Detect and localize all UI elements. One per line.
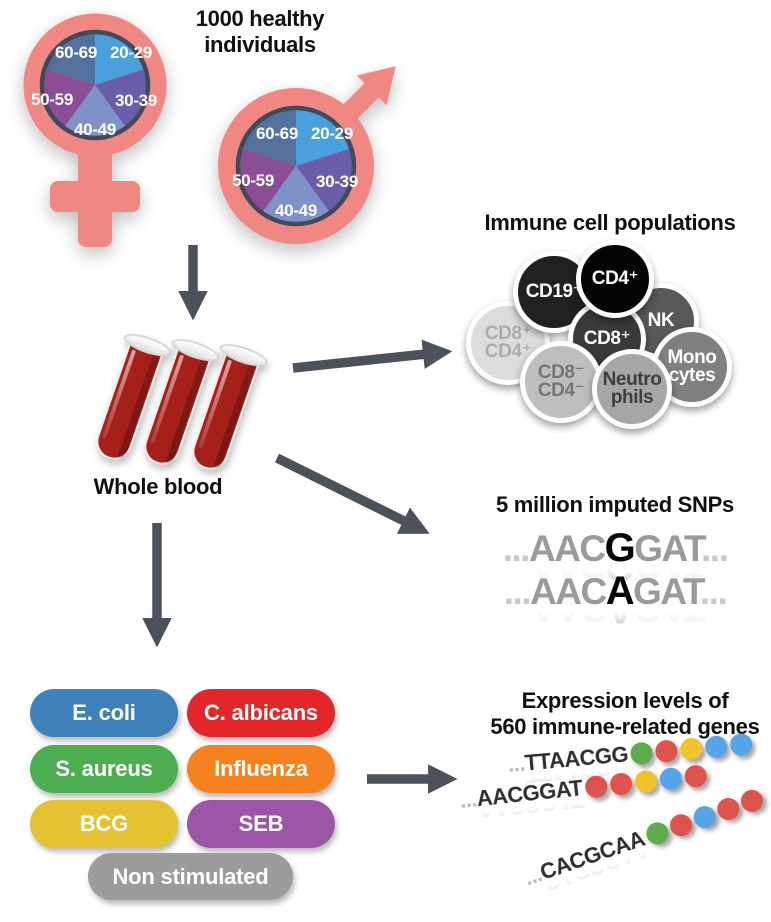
male-age-30-39: 30-39 — [316, 172, 358, 191]
stimulus-label: BCG — [79, 811, 129, 836]
expression-dot — [654, 739, 679, 764]
cell-cd8neg-cd4neg: CD8⁻ CD4⁻ — [520, 341, 602, 423]
snp-variant-base: G — [604, 526, 636, 570]
female-age-30-39: 30-39 — [115, 91, 157, 110]
stimulus-label: E. coli — [72, 700, 136, 725]
expression-dot — [666, 811, 695, 840]
expression-dot — [658, 766, 683, 791]
sequence-leading-dots: ... — [506, 750, 526, 777]
snp-sequence-reference: ...AACGGAT... — [445, 527, 771, 570]
stimulus-seb: SEB — [187, 800, 335, 848]
stimulus-influenza: Influenza — [187, 745, 335, 793]
female-age-60-69: 60-69 — [55, 43, 97, 62]
cohort-heading: 1000 healthy individuals — [195, 6, 325, 57]
expression-dot — [690, 803, 719, 832]
stimulus-label: Non stimulated — [112, 863, 269, 889]
sequence-bases: AAC — [530, 571, 607, 612]
cell-neutrophils: Neutro phils — [592, 349, 672, 429]
female-icon — [23, 13, 167, 247]
expression-heading: Expression levels of 560 immune-related … — [490, 688, 760, 739]
stimulus-saureus: S. aureus — [30, 745, 178, 793]
male-age-60-69: 60-69 — [256, 124, 298, 143]
expression-dot — [679, 737, 704, 761]
sequence-bases: AAC — [528, 528, 606, 569]
male-icon — [218, 66, 396, 244]
sequence-bases: AACGGAT — [475, 775, 584, 812]
stimulus-ecoli: E. coli — [30, 689, 178, 737]
stimulus-non-stimulated: Non stimulated — [88, 853, 293, 900]
female-age-50-59: 50-59 — [31, 90, 73, 109]
male-age-40-49: 40-49 — [275, 201, 317, 220]
sequence-trailing-dots: ... — [699, 571, 728, 612]
expression-dot — [643, 819, 672, 848]
stimulus-label: Influenza — [214, 756, 308, 781]
sequence-bases: CACGCAA — [536, 825, 648, 885]
cell-cd4pos: CD4⁺ — [576, 240, 654, 318]
sequence-bases: TTAACGG — [523, 741, 630, 776]
female-age-20-29: 20-29 — [110, 43, 152, 62]
immune-cells-heading: Immune cell populations — [484, 210, 736, 235]
expression-dot — [630, 741, 654, 766]
snp-sequence-alternate: ...AACAGAT... — [445, 570, 771, 613]
sequence-leading-dots: ... — [502, 528, 531, 569]
expression-dot — [584, 774, 609, 799]
expression-dot — [704, 734, 729, 759]
expression-dot — [714, 795, 743, 824]
whole-blood-label: Whole blood — [93, 474, 223, 499]
snp-variant-base: A — [605, 569, 635, 613]
expression-dot — [683, 764, 708, 789]
gene-sequence: ...CACGCAA — [521, 826, 648, 892]
expression-dot — [737, 786, 766, 815]
sequence-bases: GAT — [633, 571, 701, 612]
expression-dot — [729, 732, 754, 757]
sequence-trailing-dots: ... — [701, 528, 729, 569]
sequence-leading-dots: ... — [503, 571, 532, 612]
expression-dot — [608, 771, 634, 797]
stimulus-label: C. albicans — [204, 700, 318, 725]
stimulus-label: SEB — [238, 811, 284, 836]
stimulus-bcg: BCG — [30, 800, 178, 848]
male-age-pie — [239, 109, 353, 222]
male-age-50-59: 50-59 — [232, 171, 274, 190]
sequence-bases: GAT — [634, 528, 702, 569]
female-age-pie — [43, 34, 147, 137]
gene-sequence: ...AACGGAT — [459, 775, 584, 814]
arrow-blood-to-snps — [274, 453, 430, 534]
expression-dot — [633, 769, 659, 794]
stimulus-calbicans: C. albicans — [187, 689, 335, 737]
stimulus-label: S. aureus — [55, 756, 153, 781]
snps-heading: 5 million imputed SNPs — [496, 492, 734, 517]
male-age-20-29: 20-29 — [311, 124, 353, 143]
arrow-blood-to-cells — [292, 339, 453, 373]
female-age-40-49: 40-49 — [74, 120, 116, 139]
